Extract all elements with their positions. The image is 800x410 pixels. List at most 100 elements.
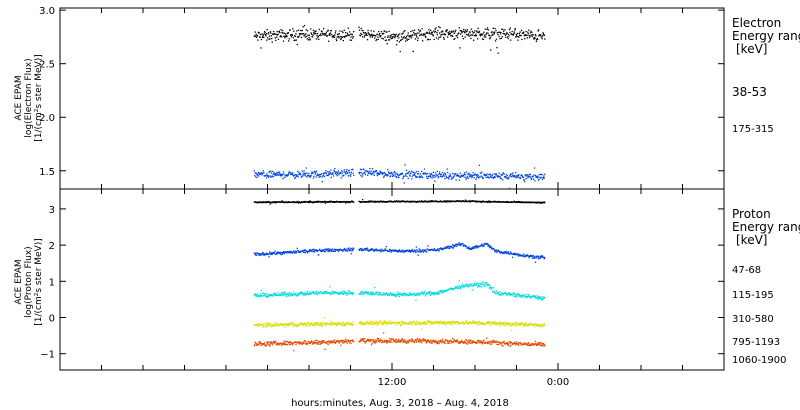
data-point — [345, 340, 348, 342]
data-point — [540, 325, 542, 327]
data-point — [538, 35, 540, 37]
data-point — [321, 342, 323, 344]
data-point — [385, 341, 387, 343]
data-point — [450, 342, 452, 344]
data-point — [281, 36, 283, 38]
data-point — [382, 250, 384, 252]
data-point — [460, 286, 462, 288]
data-point — [528, 36, 531, 39]
data-point — [488, 323, 490, 325]
data-point — [408, 293, 410, 295]
data-point — [283, 340, 285, 342]
data-point — [475, 33, 477, 35]
data-point — [337, 324, 339, 326]
data-point — [266, 174, 268, 176]
data-point — [481, 342, 484, 344]
data-point — [367, 291, 370, 294]
data-point — [268, 32, 270, 34]
data-point — [313, 342, 315, 345]
data-point — [490, 247, 493, 249]
data-point — [447, 321, 449, 324]
data-point — [340, 344, 342, 346]
data-point — [299, 172, 301, 175]
data-point — [336, 340, 338, 342]
data-point — [283, 252, 285, 255]
data-point — [438, 340, 440, 342]
data-point — [373, 172, 375, 174]
data-point — [262, 170, 264, 172]
data-point — [399, 33, 401, 35]
data-point — [413, 174, 415, 177]
data-point — [533, 326, 536, 328]
data-point — [459, 172, 461, 174]
data-point — [377, 291, 379, 293]
data-point — [477, 284, 480, 287]
data-point — [491, 287, 493, 289]
data-point — [407, 34, 409, 36]
data-point — [325, 322, 327, 324]
data-point — [270, 35, 272, 37]
data-point — [272, 324, 274, 326]
data-point — [429, 38, 431, 41]
data-point — [427, 32, 429, 34]
data-point — [321, 249, 323, 251]
data-point — [270, 253, 272, 255]
data-point — [492, 290, 494, 293]
data-point — [522, 255, 524, 257]
data-point — [435, 174, 438, 176]
data-point — [510, 39, 512, 41]
data-point — [293, 201, 295, 203]
data-point — [491, 341, 493, 344]
data-point — [531, 31, 533, 33]
data-point — [435, 340, 437, 342]
data-point — [473, 284, 475, 286]
data-point — [260, 290, 263, 292]
data-point — [449, 173, 451, 175]
data-point — [508, 35, 510, 37]
data-point — [260, 344, 262, 347]
data-point — [294, 325, 296, 327]
data-point — [463, 173, 465, 175]
data-point — [520, 177, 522, 179]
data-point — [417, 29, 420, 31]
data-point — [423, 201, 425, 203]
data-point — [523, 31, 525, 33]
data-point — [398, 200, 400, 202]
data-point — [263, 294, 265, 296]
data-point — [421, 322, 423, 324]
data-point — [420, 250, 422, 252]
data-point — [428, 175, 430, 177]
data-point — [538, 297, 540, 299]
data-point — [498, 322, 500, 325]
data-point — [470, 342, 473, 344]
data-point — [517, 295, 520, 297]
data-point — [442, 33, 444, 35]
data-point — [359, 340, 362, 342]
data-point — [488, 177, 490, 179]
data-point — [340, 322, 342, 324]
data-point — [487, 201, 489, 204]
data-point — [523, 255, 525, 257]
data-point — [541, 202, 543, 204]
data-point — [324, 202, 327, 204]
data-point — [315, 343, 318, 345]
data-point — [266, 296, 268, 298]
data-point — [276, 36, 278, 38]
data-point — [478, 164, 481, 166]
data-point — [481, 38, 484, 40]
data-point — [293, 350, 295, 352]
data-point — [409, 175, 411, 177]
data-point — [510, 324, 512, 326]
data-point — [266, 323, 268, 326]
data-point — [417, 292, 419, 294]
data-point — [513, 31, 515, 33]
data-point — [503, 342, 505, 344]
data-point — [495, 249, 498, 251]
data-point — [476, 322, 478, 325]
data-point — [398, 341, 400, 343]
data-point — [509, 323, 511, 325]
data-point — [255, 172, 257, 174]
data-point — [536, 325, 538, 327]
data-point — [308, 250, 310, 253]
data-point — [471, 322, 473, 324]
